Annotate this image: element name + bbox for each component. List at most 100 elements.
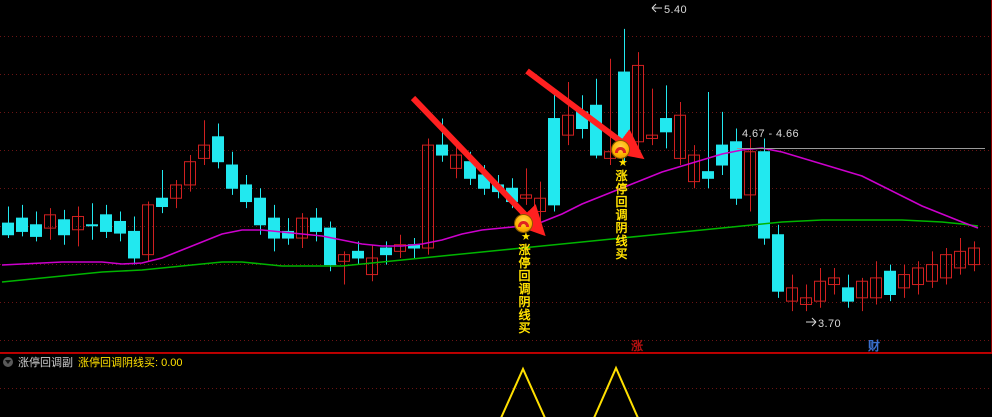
candle-body-up [786, 287, 798, 302]
indicator-header[interactable]: 涨停回调副 涨停回调阴线买: 0.00 [0, 354, 183, 369]
ma-long-line [1, 219, 979, 283]
axis-mark-cai: 财 [868, 339, 881, 353]
candle-body-down [58, 219, 70, 236]
signal-label-char: 线 [615, 234, 628, 248]
candle-body-down [30, 224, 42, 237]
signal-label-char: 买 [518, 321, 531, 335]
candle-body-down [730, 141, 742, 199]
spike-2 [593, 365, 639, 417]
candle-body-up [814, 280, 826, 302]
signal-label-char: 回 [518, 269, 531, 283]
high-price-leader [651, 3, 662, 13]
cursor-reference-line [737, 148, 985, 149]
candle-body-up [940, 254, 952, 279]
indicator-name: 涨停回调副 [18, 356, 73, 369]
pane-divider [0, 352, 992, 353]
candle-body-up [828, 277, 840, 286]
signal-label-char: 线 [518, 308, 531, 322]
candle-body-up [856, 280, 868, 299]
candle-body-down [128, 230, 140, 259]
candle-body-down [16, 217, 28, 232]
red-arrow-2 [525, 68, 645, 160]
signal-label-char: 涨 [518, 243, 531, 257]
candle-body-down [212, 136, 224, 163]
axis-mark-zhang: 涨 [631, 339, 644, 353]
candle-body-down [282, 230, 294, 239]
candle-body-down [380, 247, 392, 256]
candle-body-down [100, 214, 112, 232]
signal-label-char: 调 [615, 208, 628, 222]
candle-body-down [240, 184, 252, 203]
candle-body-up [912, 267, 924, 286]
candle-body-down [254, 197, 266, 226]
signal-1-label: 涨停回调阴线买 [517, 244, 532, 335]
candle-body-up [898, 274, 910, 289]
signal-label-char: 停 [518, 256, 531, 270]
signal-2-star-icon: ★ [618, 157, 628, 169]
signal-2-dot-icon[interactable] [612, 141, 629, 158]
candle-body-up [646, 134, 658, 139]
candle-body-up [142, 204, 154, 256]
candle-body-up [198, 144, 210, 159]
candle-body-down [352, 250, 364, 259]
candlestick-canvas [0, 28, 992, 341]
candle-body-down [590, 104, 602, 156]
candle-body-down [660, 118, 672, 133]
indicator-sub-pane[interactable]: 涨停回调副 涨停回调阴线买: 0.00 [0, 353, 992, 417]
low-price-leader [806, 317, 817, 327]
candle-body-up [954, 250, 966, 269]
candle-body-down [464, 161, 476, 179]
candle-body-up [394, 244, 406, 252]
spike-1 [500, 366, 546, 417]
candle-body-up [674, 114, 686, 159]
candle-body-up [520, 194, 532, 199]
high-price-label: 5.40 [664, 4, 688, 16]
ma-short-line [1, 147, 979, 266]
cursor-price-label: 4.67 - 4.66 [742, 128, 799, 140]
candle-body-up [450, 154, 462, 169]
candle-body-down [2, 222, 14, 236]
candle-body-up [366, 257, 378, 276]
candle-body-down [156, 197, 168, 208]
candle-body-down [226, 164, 238, 189]
signal-label-char: 阴 [615, 221, 628, 235]
candle-body-down [842, 287, 854, 302]
candle-body-up [744, 151, 756, 196]
signal-1-dot-icon[interactable] [515, 215, 532, 232]
candle-body-down [548, 118, 560, 206]
low-price-label: 3.70 [818, 318, 842, 330]
candle-body-down [86, 224, 98, 227]
candle-body-up [926, 264, 938, 282]
candle-body-up [170, 184, 182, 199]
candle-body-down [884, 270, 896, 296]
candle-body-up [562, 114, 574, 136]
candle-body-down [758, 151, 770, 239]
candle-body-up [968, 247, 980, 266]
candle-body-up [296, 217, 308, 239]
signal-label-char: 停 [615, 182, 628, 196]
candle-body-up [800, 297, 812, 305]
signal-2-label: 涨停回调阴线买 [614, 170, 629, 261]
signal-label-char: 阴 [518, 295, 531, 309]
candle-body-up [870, 277, 882, 299]
main-chart-pane[interactable] [0, 0, 992, 352]
candle-body-up [44, 214, 56, 229]
signal-label-char: 买 [615, 247, 628, 261]
indicator-canvas [0, 365, 992, 417]
candle-body-down [436, 144, 448, 156]
candle-group [2, 28, 980, 312]
candle-body-up [72, 215, 84, 231]
candle-body-down [702, 171, 714, 179]
chevron-down-icon[interactable] [3, 356, 13, 367]
signal-label-char: 涨 [615, 169, 628, 183]
red-arrow-1 [410, 95, 546, 237]
candle-body-down [310, 217, 322, 232]
candle-body-up [338, 254, 350, 262]
signal-1-star-icon: ★ [521, 231, 531, 243]
candle-body-up [422, 144, 434, 249]
signal-label-char: 回 [615, 195, 628, 209]
candle-body-down [324, 227, 336, 266]
signal-label-char: 调 [518, 282, 531, 296]
candle-body-down [114, 220, 126, 234]
